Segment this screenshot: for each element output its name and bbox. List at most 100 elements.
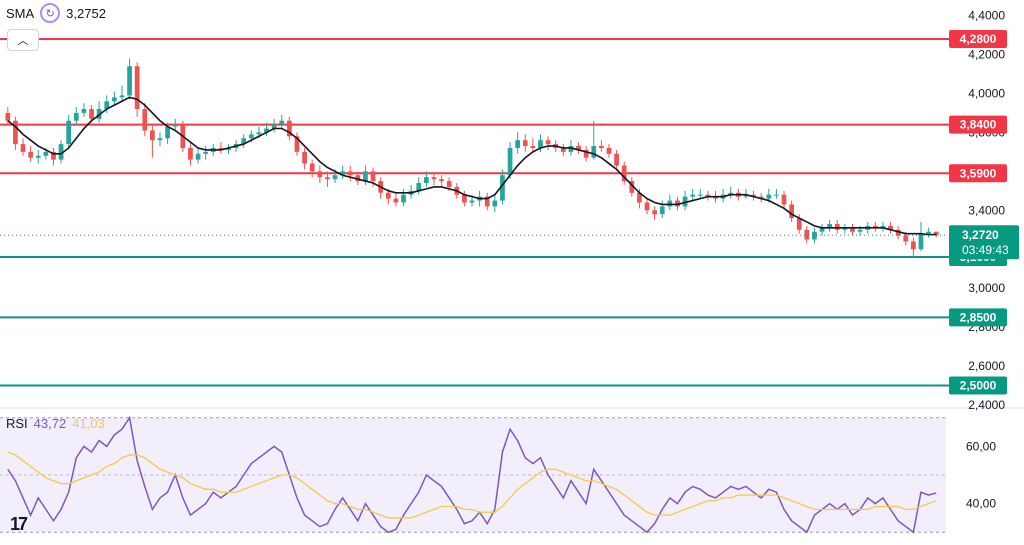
candle-body (515, 140, 521, 148)
candle-body (880, 225, 886, 228)
rsi-ma-value: 41,03 (72, 416, 105, 431)
candle-body (872, 225, 878, 228)
price-tick-label: 4,0000 (968, 86, 1005, 100)
price-tick-label: 3,4000 (968, 203, 1005, 217)
candle-body (119, 95, 125, 98)
support-label-box (949, 308, 1007, 327)
candle-body (20, 144, 26, 152)
resistance-label: 3,8400 (960, 118, 997, 132)
candle-body (462, 194, 467, 203)
candle-body (347, 171, 353, 176)
candle-body (796, 218, 802, 230)
candle-body (834, 223, 840, 230)
candle-body (332, 175, 338, 180)
candle-body (827, 223, 833, 228)
candle-body (857, 229, 863, 232)
candle-body (363, 171, 368, 182)
candle-body (599, 146, 604, 148)
refresh-icon[interactable]: ↻ (40, 3, 61, 23)
candle-body (287, 120, 292, 137)
candle-body (423, 177, 429, 184)
candle-body (309, 163, 315, 172)
support-label-box (949, 376, 1007, 395)
candle-body (652, 210, 657, 215)
candle-body (606, 147, 612, 154)
resistance-label-box (949, 115, 1007, 134)
candle-body (751, 194, 756, 197)
candle-body (789, 204, 794, 219)
candle-body (766, 194, 772, 199)
candle-body (5, 112, 11, 121)
candle-body (89, 109, 94, 119)
candle-body (256, 132, 262, 135)
candle-body (446, 181, 452, 187)
collapse-legend-button[interactable]: ︿ (7, 29, 39, 51)
resistance-label: 4,2800 (960, 32, 997, 46)
candle-body (918, 233, 924, 250)
price-tick-label: 2,6000 (968, 359, 1005, 373)
candle-body (134, 66, 140, 110)
candle-body (621, 165, 627, 182)
candle-body (812, 231, 817, 240)
candle-body (637, 192, 642, 203)
candle-body (355, 175, 361, 182)
candle-body (888, 225, 893, 230)
candle-body (51, 151, 56, 160)
sma-value: 3,2752 (66, 5, 106, 21)
candle-body (819, 227, 825, 232)
candle-body (401, 194, 406, 203)
candle-body (728, 192, 734, 195)
candle-body (340, 171, 345, 176)
candle-body (933, 231, 939, 236)
candle-body (203, 151, 209, 154)
candle-body (294, 136, 300, 152)
current-price-label: 3,2720 (962, 228, 999, 242)
candle-body (774, 194, 779, 196)
candle-body (81, 109, 87, 113)
candle-body (500, 175, 505, 201)
candle-body (583, 149, 589, 158)
candle-body (248, 134, 254, 139)
rsi-ma-line (7, 451, 937, 519)
candle-body (393, 198, 399, 203)
candle-body (522, 140, 528, 147)
candle-body (127, 66, 132, 96)
candle-body (28, 151, 33, 158)
sma-line (7, 96, 937, 236)
candle-body (58, 144, 64, 160)
candle-body (911, 241, 916, 250)
candle-body (659, 206, 665, 215)
candle-body (302, 151, 307, 164)
tradingview-logo: 17 (10, 514, 28, 534)
candle-body (43, 151, 49, 156)
candle-body (484, 196, 490, 207)
candle-body (705, 194, 711, 197)
candle-body (713, 196, 718, 199)
sma-label: SMA (6, 5, 35, 21)
candle-body (545, 140, 551, 145)
candle-body (416, 183, 422, 191)
candle-body (850, 227, 855, 232)
rsi-tick-label: 40,00 (966, 497, 996, 511)
candle-body (591, 146, 597, 158)
resistance-label: 3,5900 (960, 166, 997, 180)
price-tick-label: 4,4000 (968, 9, 1005, 23)
candle-body (66, 120, 72, 145)
rsi-line (7, 415, 937, 534)
candle-body (241, 138, 247, 145)
price-tick-label: 4,2000 (968, 48, 1005, 62)
candle-body (226, 147, 231, 150)
candle-body (675, 200, 680, 207)
candle-body (279, 120, 285, 125)
candle-body (104, 101, 110, 110)
candle-body (690, 194, 696, 197)
price-tick-label: 3,0000 (968, 281, 1005, 295)
resistance-label-box (949, 164, 1007, 183)
candle-body (926, 231, 931, 234)
rsi-tick-label: 60,00 (966, 439, 996, 453)
candle-body (560, 147, 566, 152)
candle-body (111, 97, 117, 102)
price-tick-label: 2,4000 (968, 398, 1005, 412)
candle-body (142, 109, 148, 131)
